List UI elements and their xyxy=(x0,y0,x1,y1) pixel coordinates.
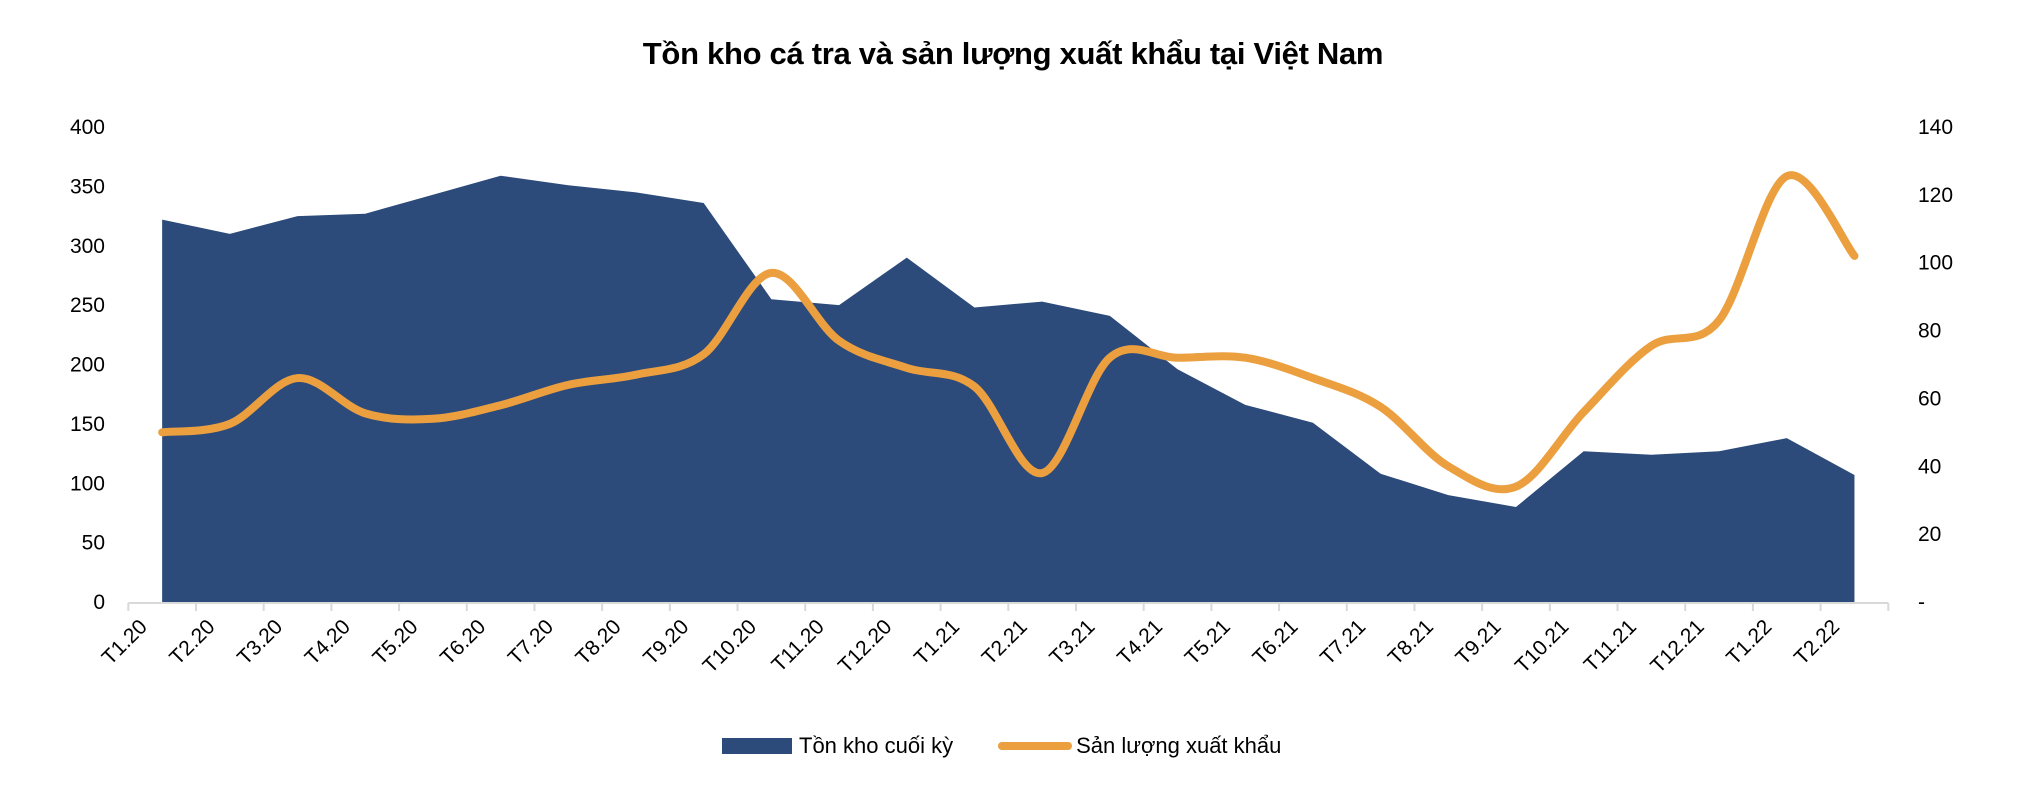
right-axis-tick-label: 60 xyxy=(1918,387,1941,410)
x-axis-tick-label: T2.20 xyxy=(165,615,219,669)
x-axis-tick-label: T11.21 xyxy=(1580,615,1641,676)
right-axis-tick-label: 120 xyxy=(1918,184,1953,207)
legend: Tồn kho cuối kỳ Sản lượng xuất khẩu xyxy=(722,728,1281,764)
x-axis-tick-label: T6.21 xyxy=(1248,615,1302,669)
right-axis-tick-label: 80 xyxy=(1918,320,1941,343)
right-axis-tick-label: 40 xyxy=(1918,455,1941,478)
x-axis-tick-label: T5.20 xyxy=(368,615,422,669)
x-axis-tick-label: T4.20 xyxy=(301,615,355,669)
right-axis-tick-label: - xyxy=(1918,591,1925,614)
legend-item-export: Sản lượng xuất khẩu xyxy=(953,733,1281,759)
x-axis-tick-label: T1.21 xyxy=(910,615,964,669)
right-axis-tick-label: 140 xyxy=(1918,116,1953,139)
left-axis-tick-label: 150 xyxy=(70,413,105,436)
legend-item-inventory: Tồn kho cuối kỳ xyxy=(722,733,953,759)
x-axis-tick-label: T1.22 xyxy=(1722,615,1776,669)
right-axis-tick-label: 20 xyxy=(1918,523,1941,546)
x-axis-tick-label: T8.21 xyxy=(1384,615,1438,669)
x-axis-tick-label: T10.21 xyxy=(1511,615,1574,678)
legend-area-swatch-icon xyxy=(722,738,792,754)
x-axis-tick-label: T2.22 xyxy=(1790,615,1844,669)
x-axis-tick-label: T9.21 xyxy=(1451,615,1505,669)
x-axis-tick-label: T3.21 xyxy=(1045,615,1099,669)
left-axis-tick-label: 250 xyxy=(70,294,105,317)
x-axis-labels: T1.20 T2.20 T3.20 T4.20 T5.20 T6.20 T7.20 T8.20… xyxy=(98,615,1845,678)
x-axis-tick-label: T3.20 xyxy=(233,615,287,669)
left-axis-tick-label: 300 xyxy=(70,235,105,258)
x-axis-tick-label: T7.21 xyxy=(1316,615,1370,669)
x-axis-tick-label: T6.20 xyxy=(436,615,490,669)
inventory-area xyxy=(162,175,1855,602)
legend-label-export: Sản lượng xuất khẩu xyxy=(1076,733,1282,758)
left-axis-tick-label: 200 xyxy=(70,354,105,377)
left-axis-tick-label: 0 xyxy=(93,591,105,614)
chart-title: Tồn kho cá tra và sản lượng xuất khẩu tạ… xyxy=(642,36,1384,71)
x-axis-tick-label: T8.20 xyxy=(571,615,625,669)
x-axis-tick-label: T2.21 xyxy=(978,615,1032,669)
left-y-axis: 0 50 100 150 200 250 300 350 400 xyxy=(70,116,105,614)
left-axis-tick-label: 400 xyxy=(70,116,105,139)
right-axis-tick-label: 100 xyxy=(1918,252,1953,275)
x-axis-tick-label: T12.20 xyxy=(834,615,897,678)
x-axis-tick-label: T1.20 xyxy=(98,615,152,669)
export-volume-line xyxy=(158,171,1859,494)
export-volume-line-series xyxy=(158,171,1859,494)
x-axis-tick-label: T5.21 xyxy=(1181,615,1235,669)
left-axis-tick-label: 100 xyxy=(70,472,105,495)
inventory-area-series xyxy=(162,175,1855,602)
legend-label-inventory: Tồn kho cuối kỳ xyxy=(799,733,954,758)
x-axis-tick-label: T4.21 xyxy=(1113,615,1167,669)
x-axis-tick-label: T9.20 xyxy=(639,615,693,669)
left-axis-tick-label: 350 xyxy=(70,175,105,198)
x-axis xyxy=(127,602,1890,611)
right-y-axis: - 20 40 60 80 100 120 140 xyxy=(1918,116,1953,614)
x-axis-tick-label: T12.21 xyxy=(1646,615,1709,678)
x-axis-tick-label: T11.20 xyxy=(767,615,828,676)
x-axis-tick-label: T7.20 xyxy=(504,615,558,669)
x-axis-tick-label: T10.20 xyxy=(699,615,762,678)
left-axis-tick-label: 50 xyxy=(82,532,105,555)
legend-line-swatch-icon xyxy=(998,742,1073,750)
